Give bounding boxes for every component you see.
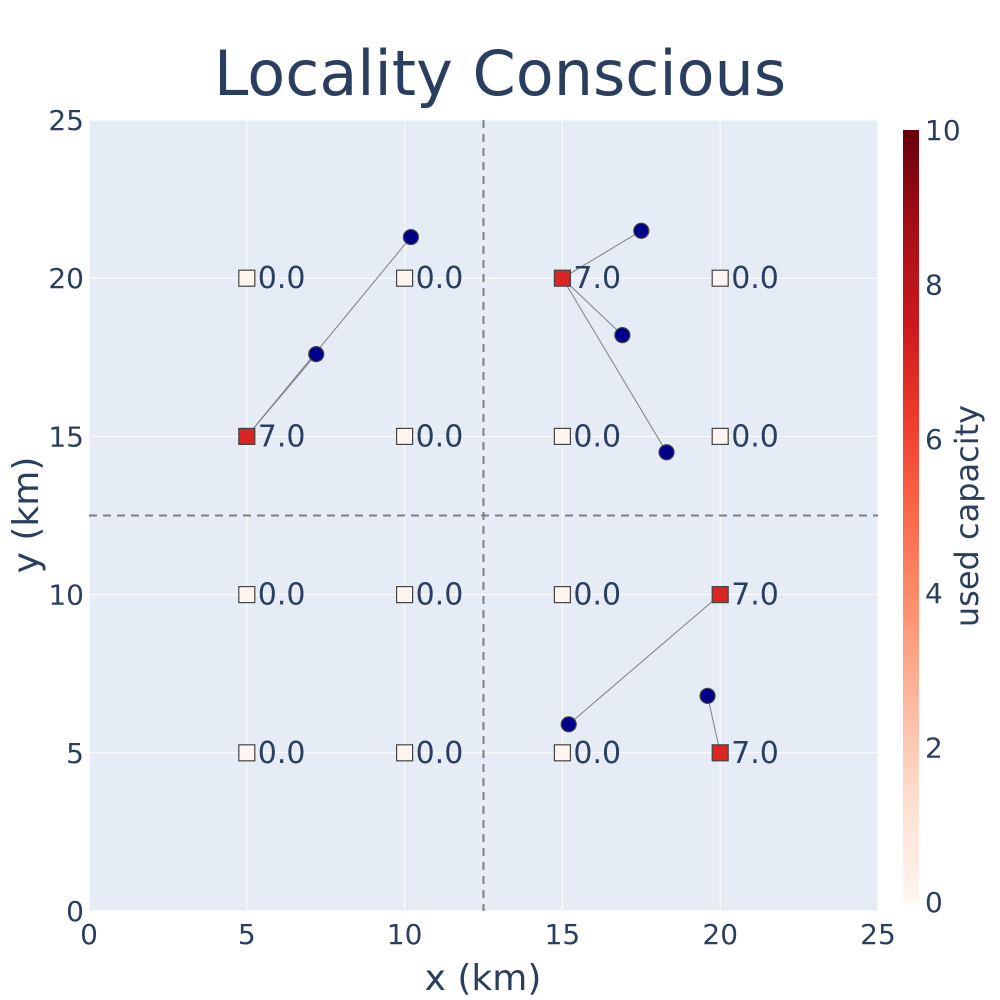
- assignment-links: [246, 230, 721, 753]
- facility-marker: [553, 744, 572, 762]
- y-tick-label: 5: [66, 737, 84, 770]
- demand-markers: [308, 222, 716, 733]
- capacity-label: 0.0: [731, 261, 779, 296]
- facility-marker: [711, 427, 729, 445]
- facility-marker: [238, 427, 256, 445]
- demand-point: [633, 222, 650, 239]
- assignment-link: [246, 236, 412, 437]
- assignment-link: [707, 695, 721, 753]
- capacity-label: 0.0: [416, 261, 464, 296]
- demand-point: [402, 228, 420, 246]
- x-tick-label: 20: [702, 918, 738, 951]
- facility-marker: [238, 744, 256, 762]
- y-axis-title: y (km): [6, 457, 47, 574]
- colorbar-tick-label: 6: [925, 423, 943, 456]
- facility-markers: 0.0 0.0 7.0 0.0 7.0 0.0 0.0 0.0 0.0 0.0 0.0 7.0 0.0 0…: [238, 261, 779, 771]
- y-tick-label: 25: [48, 104, 84, 137]
- assignment-link: [562, 277, 623, 336]
- x-tick-label: 10: [387, 918, 423, 951]
- facility-marker: [553, 269, 572, 287]
- facility-marker: [238, 269, 256, 287]
- capacity-label: 0.0: [258, 578, 306, 613]
- capacity-label: 0.0: [573, 578, 621, 613]
- x-tick-label: 5: [238, 918, 256, 951]
- facility-marker: [711, 744, 729, 762]
- y-axis-ticks: 0 5 10 15 20 25: [48, 104, 84, 928]
- colorbar-tick-label: 4: [925, 577, 943, 610]
- capacity-label: 0.0: [258, 261, 306, 296]
- y-tick-label: 10: [48, 579, 84, 612]
- capacity-label: 0.0: [731, 419, 779, 454]
- divider-lines: [89, 120, 878, 911]
- demand-point: [658, 444, 675, 461]
- assignment-link: [568, 594, 721, 725]
- colorbar: [903, 130, 919, 902]
- colorbar-tick-label: 8: [925, 268, 943, 301]
- capacity-label: 0.0: [573, 419, 621, 454]
- colorbar-tick-label: 0: [925, 886, 943, 919]
- assignment-link: [562, 230, 642, 279]
- facility-marker: [396, 427, 414, 445]
- capacity-label: 0.0: [573, 736, 621, 771]
- demand-point: [560, 716, 577, 733]
- capacity-label: 0.0: [416, 419, 464, 454]
- chart-title: Locality Conscious: [214, 37, 786, 110]
- y-tick-label: 20: [48, 262, 84, 295]
- facility-marker: [711, 585, 729, 604]
- assignment-link: [561, 277, 667, 453]
- facility-marker: [553, 427, 572, 445]
- colorbar-tick-label: 10: [925, 114, 961, 147]
- capacity-label: 7.0: [731, 578, 779, 613]
- facility-marker: [396, 269, 414, 287]
- y-tick-label: 0: [66, 895, 84, 928]
- facility-marker: [396, 585, 414, 604]
- capacity-label: 0.0: [416, 578, 464, 613]
- capacity-label: 7.0: [258, 419, 306, 454]
- facility-marker: [238, 585, 256, 604]
- x-axis-ticks: 0 5 10 15 20 25: [80, 918, 896, 951]
- demand-point: [614, 327, 631, 344]
- colorbar-ticks: 0 2 4 6 8 10: [925, 114, 961, 919]
- x-axis-title: x (km): [425, 958, 542, 999]
- colorbar-title: used capacity: [948, 405, 986, 627]
- facility-marker: [553, 585, 572, 604]
- demand-point: [308, 346, 325, 363]
- assignment-link: [246, 353, 317, 437]
- facility-marker: [711, 269, 729, 287]
- facility-marker: [396, 744, 414, 762]
- y-tick-label: 15: [48, 420, 84, 453]
- colorbar-tick-label: 2: [925, 732, 943, 765]
- x-tick-label: 15: [545, 918, 581, 951]
- capacity-label: 0.0: [416, 736, 464, 771]
- x-tick-label: 25: [860, 918, 896, 951]
- x-tick-label: 0: [80, 918, 98, 951]
- demand-point: [699, 687, 716, 704]
- capacity-label: 7.0: [573, 261, 621, 296]
- capacity-label: 0.0: [258, 736, 306, 771]
- capacity-label: 7.0: [731, 736, 779, 771]
